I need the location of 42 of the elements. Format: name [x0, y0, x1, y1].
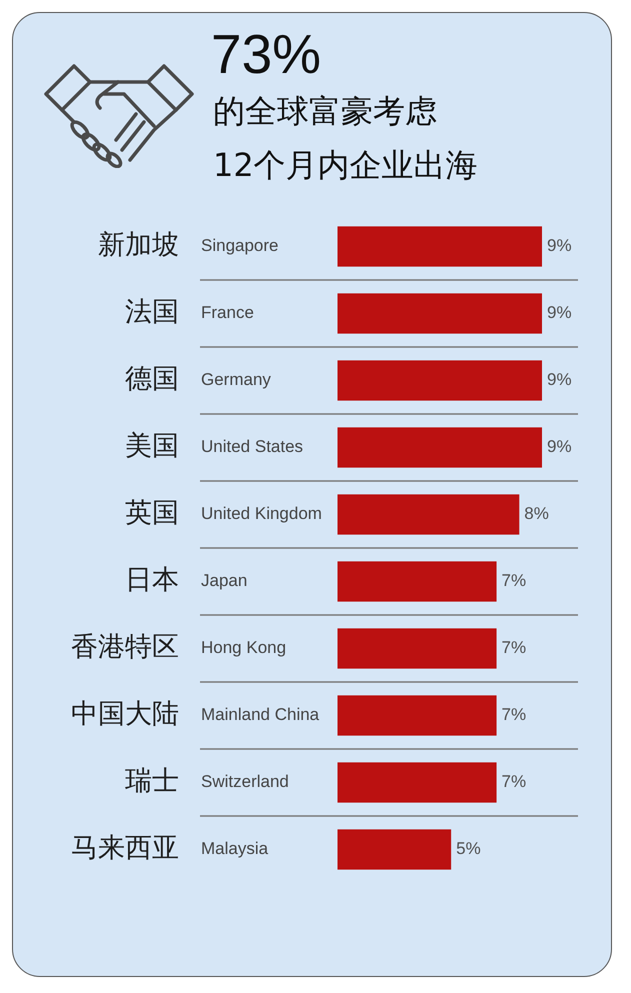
- bar: [338, 360, 542, 401]
- data-label: 7%: [502, 571, 526, 590]
- data-label: 8%: [524, 504, 549, 524]
- data-label: 9%: [547, 437, 572, 456]
- bar: [338, 293, 542, 334]
- bar: [338, 494, 520, 535]
- y2-tick-label: Hong Kong: [201, 638, 286, 658]
- data-label: 5%: [456, 839, 481, 858]
- y2-tick-label: Japan: [201, 571, 248, 590]
- y2-tick-label: Germany: [201, 370, 272, 390]
- y-tick-label: 法国: [125, 296, 179, 328]
- data-label: 7%: [502, 638, 526, 658]
- y2-tick-label: Switzerland: [201, 772, 289, 792]
- y2-tick-label: Mainland China: [201, 705, 320, 724]
- y-tick-label: 美国: [125, 430, 179, 462]
- chart-title: 73%: [211, 23, 322, 85]
- data-label: 7%: [502, 772, 526, 792]
- y2-tick-label: United Kingdom: [201, 504, 322, 524]
- bar: [338, 628, 497, 669]
- y2-tick-label: France: [201, 303, 254, 322]
- data-label: 9%: [547, 303, 572, 322]
- y-tick-label: 日本: [125, 564, 179, 596]
- data-label: 7%: [502, 705, 526, 724]
- bar: [338, 226, 542, 267]
- data-label: 9%: [547, 236, 572, 256]
- chart-subtitle: 的全球富豪考虑 12个月内企业出海: [213, 91, 478, 186]
- data-label: 9%: [547, 370, 572, 390]
- bar: [338, 427, 542, 468]
- y-tick-label: 马来西亚: [71, 832, 179, 864]
- y2-tick-label: Singapore: [201, 236, 279, 256]
- y-tick-label: 英国: [125, 498, 179, 529]
- bar: [338, 561, 497, 602]
- y2-tick-label: Malaysia: [201, 839, 269, 858]
- y-tick-label: 香港特区: [71, 632, 179, 663]
- bar: [338, 829, 452, 870]
- bar: [338, 762, 497, 803]
- bar: [338, 695, 497, 736]
- y-tick-label: 中国大陆: [71, 698, 179, 730]
- y-tick-label: 瑞士: [125, 766, 179, 797]
- y-tick-label: 新加坡: [98, 230, 179, 261]
- y-tick-label: 德国: [125, 364, 179, 395]
- y2-tick-label: United States: [201, 437, 304, 456]
